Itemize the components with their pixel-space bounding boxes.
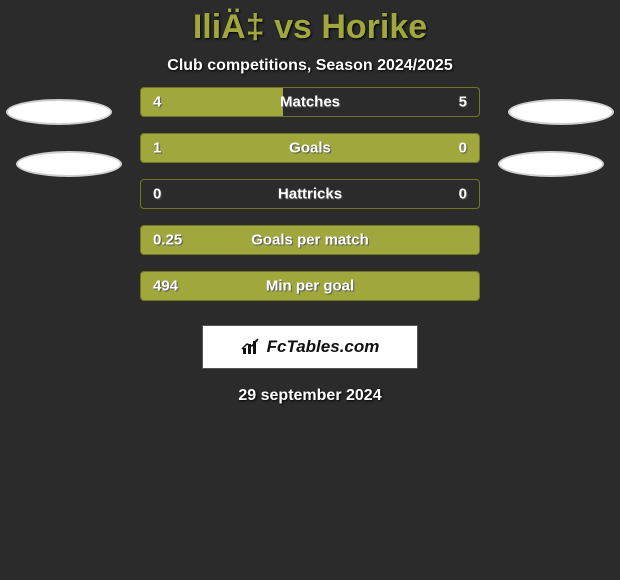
page-title: IliÄ‡ vs Horike [0,0,620,47]
avatar-placeholder-right-2 [498,151,604,177]
avatar-placeholder-left-1 [6,99,112,125]
logo-label: FcTables.com [267,337,380,357]
date-text: 29 september 2024 [0,387,620,405]
bar-label: Matches [141,94,479,111]
avatar-placeholder-right-1 [508,99,614,125]
bar-label: Goals [141,140,479,157]
chart-icon [241,338,263,356]
bar-container: 45Matches 10Goals 00Hattricks 0.25Goals per… [140,87,480,317]
bar-row: 45Matches [140,87,480,117]
avatar-placeholder-left-2 [16,151,122,177]
bar-label: Goals per match [141,232,479,249]
comparison-chart: 45Matches10Goals00Hattricks0.25Goals per… [0,99,620,319]
bar-label: Min per goal [141,278,479,295]
bar-row: 494Min per goal [140,271,480,301]
bar-row: 10Goals [140,133,480,163]
logo-badge: FcTables.com [202,325,418,369]
subtitle: Club competitions, Season 2024/2025 [0,57,620,75]
bar-row: 0.25Goals per match [140,225,480,255]
logo-text: FcTables.com [241,337,380,357]
bar-label: Hattricks [141,186,479,203]
bar-row: 00Hattricks [140,179,480,209]
